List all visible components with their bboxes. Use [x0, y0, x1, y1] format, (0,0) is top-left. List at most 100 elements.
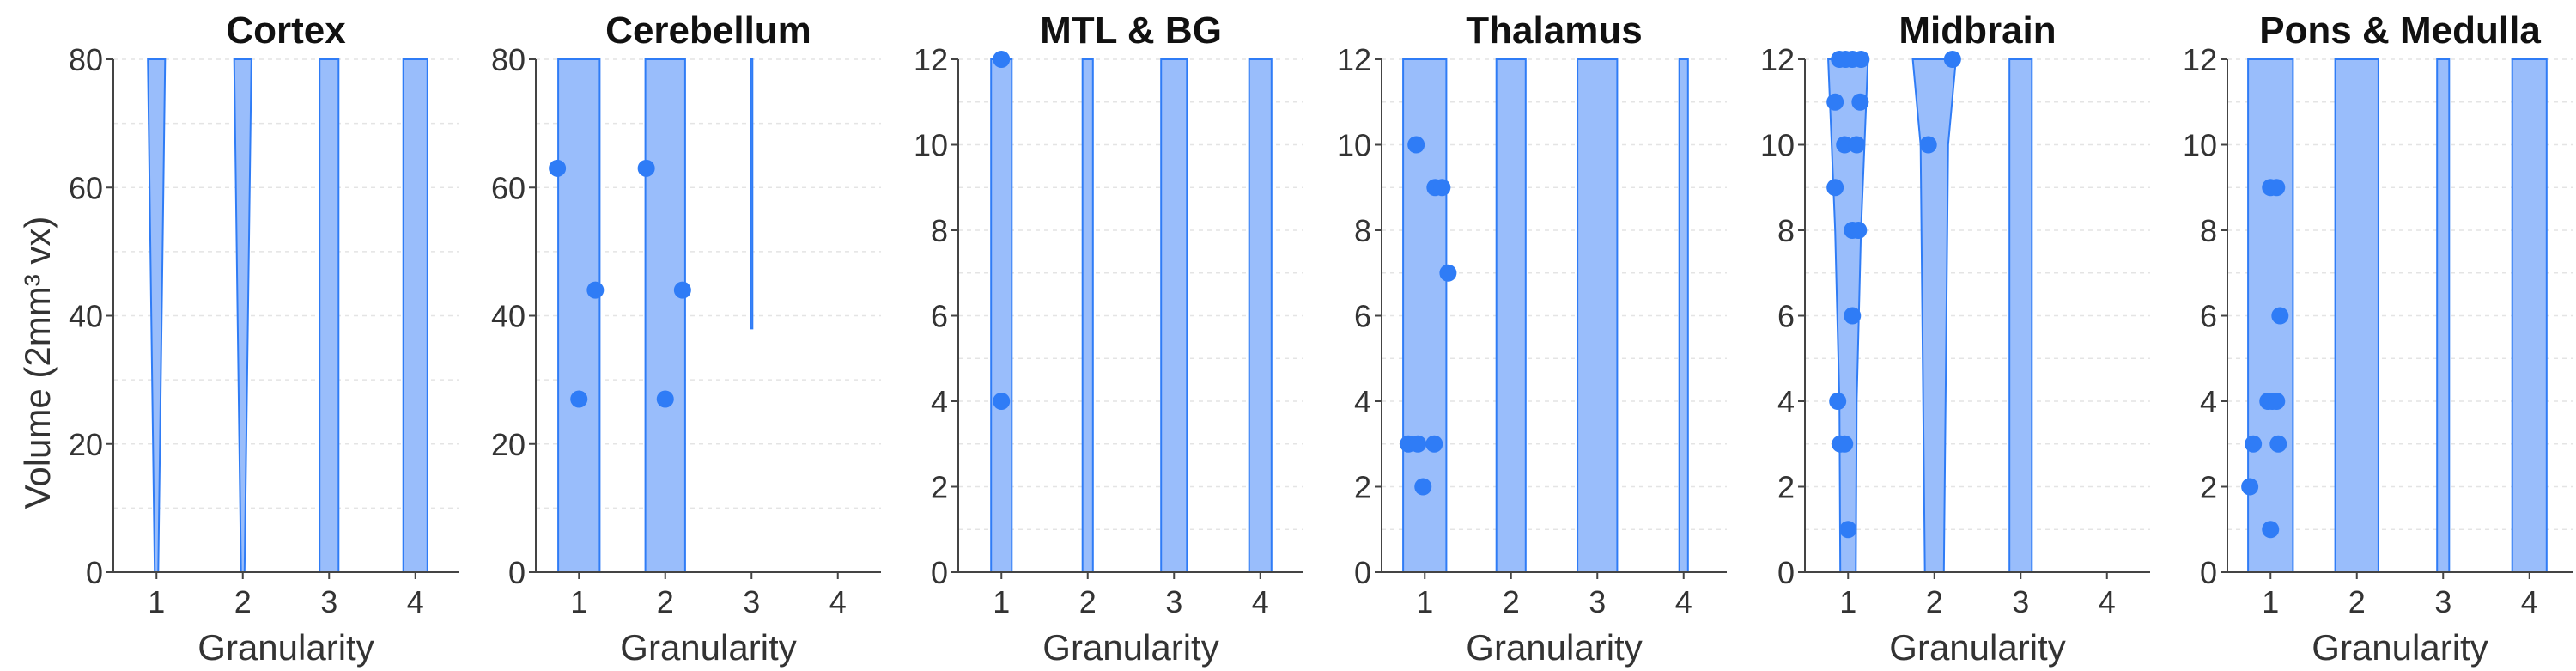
data-point — [2271, 307, 2289, 325]
violin-granularity-1 — [1402, 58, 1448, 573]
data-point — [1826, 93, 1844, 111]
y-tick-label: 6 — [2200, 299, 2217, 334]
panel-title: Pons & Medulla — [2259, 9, 2541, 52]
y-tick-label: 4 — [1354, 384, 1371, 419]
y-tick-label: 8 — [1354, 213, 1371, 248]
y-tick-label: 0 — [1777, 555, 1795, 590]
violin-granularity-3 — [1577, 58, 1619, 573]
x-tick-label: 3 — [2434, 584, 2451, 619]
panel: Cortex 0 20 40 60 80 1 2 3 4 Granularity — [69, 9, 459, 668]
y-tick-label: 4 — [1777, 384, 1795, 419]
y-tick-label: 12 — [1760, 42, 1795, 77]
violin-granularity-2 — [2334, 58, 2379, 573]
violin-granularity-3 — [2436, 58, 2451, 573]
y-tick-label: 20 — [491, 427, 526, 462]
panel-title: Thalamus — [1466, 9, 1642, 52]
data-point — [2241, 478, 2259, 496]
data-point — [586, 281, 605, 299]
violin-granularity-4 — [1248, 58, 1273, 573]
data-point — [1836, 136, 1854, 154]
data-point — [993, 393, 1011, 410]
violin-granularity-3 — [319, 58, 340, 573]
x-tick-label: 3 — [743, 584, 760, 619]
panel-title: Cerebellum — [605, 9, 811, 52]
x-tick-label: 3 — [1589, 584, 1606, 619]
y-tick-label: 80 — [69, 42, 103, 77]
violin-granularity-2 — [1495, 58, 1527, 573]
x-tick-label: 4 — [2521, 584, 2538, 619]
violin-granularity-4 — [1678, 58, 1689, 573]
y-tick-label: 12 — [1337, 42, 1371, 77]
x-tick-label: 3 — [1165, 584, 1182, 619]
data-point — [2268, 393, 2286, 410]
y-tick-label: 0 — [931, 555, 948, 590]
data-point — [1409, 435, 1427, 453]
x-tick-label: 4 — [407, 584, 424, 619]
data-point — [673, 281, 691, 299]
data-point — [570, 390, 588, 408]
y-tick-label: 6 — [1777, 299, 1795, 334]
data-point — [2269, 435, 2287, 453]
x-tick-label: 2 — [234, 584, 252, 619]
data-point — [2262, 521, 2280, 539]
violin-granularity-3 — [750, 58, 754, 330]
violin-granularity-2 — [233, 58, 252, 573]
data-point — [1839, 521, 1857, 539]
y-tick-label: 2 — [1777, 470, 1795, 505]
x-tick-label: 4 — [1675, 584, 1692, 619]
y-tick-label: 10 — [914, 128, 948, 163]
x-tick-label: 4 — [829, 584, 847, 619]
violin-granularity-1 — [147, 58, 167, 573]
panel: Cerebellum 0 20 40 60 80 1 2 3 4 Granularity — [491, 9, 881, 668]
x-tick-label: 2 — [2348, 584, 2366, 619]
x-axis-label: Granularity — [1042, 627, 1218, 668]
x-tick-label: 2 — [1926, 584, 1943, 619]
panel-title: Midbrain — [1899, 9, 2056, 52]
violin-granularity-4 — [2511, 58, 2548, 573]
data-point — [1852, 51, 1870, 68]
data-point — [1851, 93, 1869, 111]
x-tick-label: 3 — [2012, 584, 2029, 619]
y-axis-label: Volume (2mm³ vx) — [17, 217, 58, 509]
y-tick-label: 0 — [2200, 555, 2217, 590]
y-tick-label: 20 — [69, 427, 103, 462]
x-tick-label: 1 — [2262, 584, 2279, 619]
data-point — [637, 159, 655, 177]
data-point — [2245, 435, 2263, 453]
x-tick-label: 1 — [570, 584, 587, 619]
x-tick-label: 1 — [148, 584, 165, 619]
x-tick-label: 1 — [993, 584, 1010, 619]
y-tick-label: 0 — [1354, 555, 1371, 590]
data-point — [1826, 179, 1844, 197]
y-tick-label: 40 — [491, 299, 526, 334]
data-point — [1844, 307, 1862, 325]
y-tick-label: 8 — [931, 213, 948, 248]
y-tick-label: 6 — [1354, 299, 1371, 334]
x-tick-label: 1 — [1839, 584, 1856, 619]
violin-granularity-2 — [1081, 58, 1094, 573]
violin-granularity-4 — [402, 58, 428, 573]
data-point — [549, 159, 567, 177]
data-point — [1439, 264, 1457, 282]
y-tick-label: 8 — [1777, 213, 1795, 248]
data-point — [1829, 393, 1847, 410]
x-tick-label: 2 — [1503, 584, 1520, 619]
x-tick-label: 3 — [320, 584, 337, 619]
violin-granularity-1 — [990, 58, 1013, 573]
x-axis-label: Granularity — [197, 627, 374, 668]
x-tick-label: 4 — [1252, 584, 1269, 619]
data-point — [1407, 136, 1425, 154]
y-tick-label: 10 — [2183, 128, 2217, 163]
data-point — [656, 390, 674, 408]
data-point — [1943, 51, 1961, 68]
y-tick-label: 8 — [2200, 213, 2217, 248]
violin-granularity-3 — [2008, 58, 2033, 573]
violin-granularity-3 — [1160, 58, 1188, 573]
y-tick-label: 4 — [2200, 384, 2217, 419]
y-tick-label: 2 — [931, 470, 948, 505]
